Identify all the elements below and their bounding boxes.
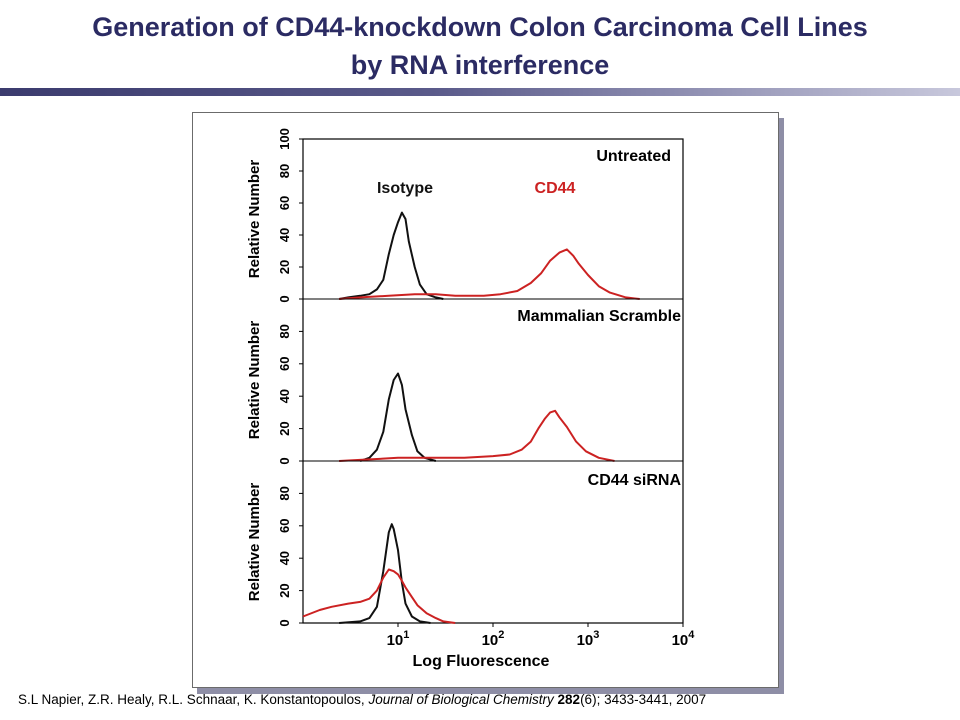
citation-authors: S.L Napier, Z.R. Healy, R.L. Schnaar, K.… [18,692,369,707]
ylabel-sirna: Relative Number [246,483,263,602]
series-isotype-scramble [359,372,437,462]
title-divider-bar [0,88,960,96]
panel-label-sirna: CD44 siRNA [588,472,682,489]
xtick-exponent-10000: 4 [688,629,695,641]
panel-label-scramble: Mammalian Scramble [517,308,681,325]
xtick-label-10: 101 [387,629,410,649]
ytick-label-untreated-80: 80 [277,164,292,178]
ytick-label-scramble-80: 80 [277,324,292,338]
ytick-label-scramble-40: 40 [277,389,292,403]
xtick-exponent-1000: 3 [593,629,599,641]
ytick-label-untreated-40: 40 [277,228,292,242]
ytick-label-sirna-60: 60 [277,519,292,533]
ytick-label-scramble-20: 20 [277,421,292,435]
series-cd44-scramble [339,409,615,462]
citation-volume: 282 [553,692,581,707]
slide-title: Generation of CD44-knockdown Colon Carci… [0,8,960,84]
ytick-label-untreated-20: 20 [277,260,292,274]
series-isotype-sirna [339,523,431,624]
slide-title-line2: by RNA interference [350,50,610,80]
ylabel-scramble: Relative Number [246,321,263,440]
xtick-base-10: 10 [387,632,404,649]
ytick-label-scramble-0: 0 [277,457,292,464]
series-cd44-untreated [339,248,640,300]
ytick-label-untreated-60: 60 [277,196,292,210]
ytick-label-sirna-20: 20 [277,583,292,597]
ytick-label-untreated-100: 100 [277,128,292,150]
annotation-cd44-untreated: CD44 [535,180,576,197]
ytick-label-untreated-0: 0 [277,295,292,302]
ytick-label-sirna-40: 40 [277,551,292,565]
figure-frame: 0 20 40 60 80 100 Relative Number Untreated Isot… [192,112,779,688]
annotation-isotype-untreated: Isotype [377,180,433,197]
citation-pages: ; 3433-3441, 2007 [596,692,707,707]
series-isotype-untreated [338,211,444,300]
xtick-base-10000: 10 [672,632,689,649]
citation: S.L Napier, Z.R. Healy, R.L. Schnaar, K.… [18,692,706,707]
xtick-base-100: 10 [482,632,499,649]
panel-label-untreated: Untreated [596,148,671,165]
ytick-label-sirna-80: 80 [277,486,292,500]
xtick-exponent-10: 1 [403,629,409,641]
plot-frame [302,138,684,624]
citation-journal: Journal of Biological Chemistry [368,692,554,707]
xtick-label-100: 102 [482,629,505,649]
xtick-label-10000: 104 [672,629,696,649]
xlabel: Log Fluorescence [413,653,550,670]
ylabel-untreated: Relative Number [246,160,263,279]
slide-title-line1: Generation of CD44-knockdown Colon Carci… [92,12,868,42]
xtick-exponent-100: 2 [498,629,504,641]
xtick-label-1000: 103 [577,629,600,649]
series-cd44-sirna [302,568,456,624]
xtick-base-1000: 10 [577,632,594,649]
ytick-label-scramble-60: 60 [277,357,292,371]
citation-issue: (6) [580,692,597,707]
ytick-label-sirna-0: 0 [277,619,292,626]
